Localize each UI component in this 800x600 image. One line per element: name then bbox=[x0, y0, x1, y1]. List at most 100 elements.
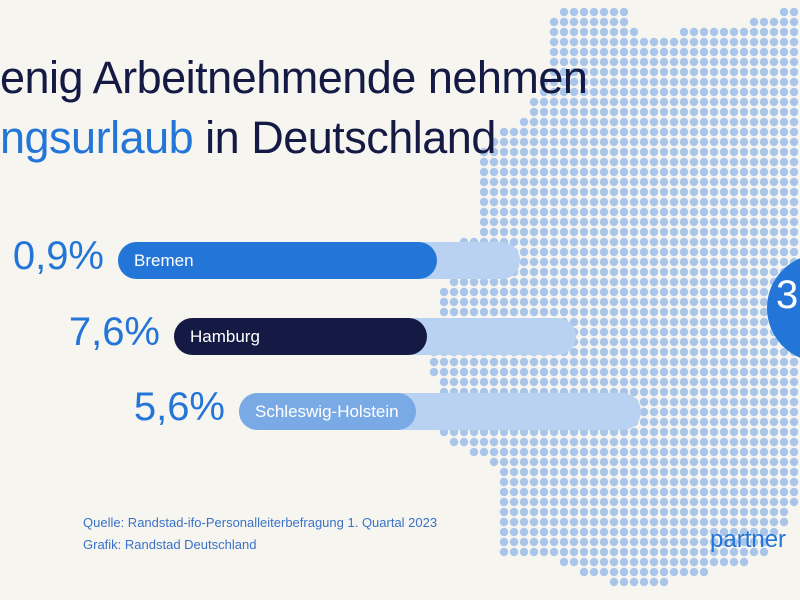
map-dot bbox=[699, 387, 709, 397]
map-dot bbox=[729, 237, 739, 247]
map-dot bbox=[489, 277, 499, 287]
map-dot bbox=[669, 477, 679, 487]
map-dot bbox=[719, 367, 729, 377]
map-dot bbox=[619, 517, 629, 527]
map-dot bbox=[669, 247, 679, 257]
map-dot bbox=[699, 407, 709, 417]
map-dot bbox=[539, 137, 549, 147]
map-dot bbox=[699, 367, 709, 377]
map-dot bbox=[559, 227, 569, 237]
map-dot bbox=[759, 427, 769, 437]
map-dot bbox=[589, 447, 599, 457]
map-dot bbox=[539, 247, 549, 257]
map-dot bbox=[669, 387, 679, 397]
map-dot bbox=[719, 37, 729, 47]
map-dot bbox=[749, 417, 759, 427]
map-dot bbox=[709, 447, 719, 457]
map-dot bbox=[619, 337, 629, 347]
map-dot bbox=[759, 497, 769, 507]
map-dot bbox=[489, 167, 499, 177]
map-dot bbox=[769, 257, 779, 267]
map-dot bbox=[759, 17, 769, 27]
map-dot bbox=[769, 357, 779, 367]
map-dot bbox=[629, 577, 639, 587]
map-dot bbox=[539, 497, 549, 507]
map-dot bbox=[499, 377, 509, 387]
map-dot bbox=[699, 137, 709, 147]
map-dot bbox=[779, 457, 789, 467]
map-dot bbox=[669, 187, 679, 197]
map-dot bbox=[629, 217, 639, 227]
map-dot bbox=[649, 247, 659, 257]
map-dot bbox=[569, 527, 579, 537]
map-dot bbox=[499, 477, 509, 487]
map-dot bbox=[709, 247, 719, 257]
map-dot bbox=[569, 287, 579, 297]
map-dot bbox=[739, 517, 749, 527]
map-dot bbox=[579, 77, 589, 87]
map-dot bbox=[589, 557, 599, 567]
map-dot bbox=[619, 457, 629, 467]
map-dot bbox=[609, 567, 619, 577]
map-dot bbox=[769, 407, 779, 417]
map-dot bbox=[789, 207, 799, 217]
map-dot bbox=[699, 197, 709, 207]
map-dot bbox=[759, 137, 769, 147]
map-dot bbox=[639, 97, 649, 107]
map-dot bbox=[629, 27, 639, 37]
map-dot bbox=[559, 557, 569, 567]
map-dot bbox=[549, 477, 559, 487]
map-dot bbox=[629, 437, 639, 447]
map-dot bbox=[719, 467, 729, 477]
map-dot bbox=[629, 527, 639, 537]
map-dot bbox=[659, 37, 669, 47]
map-dot bbox=[559, 7, 569, 17]
map-dot bbox=[699, 247, 709, 257]
map-dot bbox=[449, 367, 459, 377]
map-dot bbox=[569, 87, 579, 97]
map-dot bbox=[619, 377, 629, 387]
map-dot bbox=[769, 237, 779, 247]
map-dot bbox=[539, 197, 549, 207]
map-dot bbox=[589, 237, 599, 247]
map-dot bbox=[679, 517, 689, 527]
map-dot bbox=[539, 87, 549, 97]
map-dot bbox=[569, 197, 579, 207]
map-dot bbox=[769, 157, 779, 167]
map-dot bbox=[699, 297, 709, 307]
map-dot bbox=[529, 157, 539, 167]
map-dot bbox=[779, 17, 789, 27]
map-dot bbox=[769, 17, 779, 27]
map-dot bbox=[719, 147, 729, 157]
map-dot bbox=[569, 457, 579, 467]
map-dot bbox=[599, 277, 609, 287]
map-dot bbox=[789, 227, 799, 237]
map-dot bbox=[639, 117, 649, 127]
map-dot bbox=[639, 457, 649, 467]
map-dot bbox=[709, 407, 719, 417]
map-dot bbox=[569, 117, 579, 127]
map-dot bbox=[619, 287, 629, 297]
map-dot bbox=[619, 217, 629, 227]
map-dot bbox=[689, 377, 699, 387]
map-dot bbox=[739, 527, 749, 537]
map-dot bbox=[659, 477, 669, 487]
map-dot bbox=[709, 47, 719, 57]
map-dot bbox=[479, 157, 489, 167]
map-dot bbox=[769, 387, 779, 397]
map-dot bbox=[749, 217, 759, 227]
map-dot bbox=[639, 447, 649, 457]
map-dot bbox=[629, 127, 639, 137]
map-dot bbox=[629, 287, 639, 297]
map-dot bbox=[639, 137, 649, 147]
map-dot bbox=[769, 187, 779, 197]
map-dot bbox=[649, 547, 659, 557]
map-dot bbox=[729, 507, 739, 517]
map-dot bbox=[629, 457, 639, 467]
map-dot bbox=[549, 507, 559, 517]
map-dot bbox=[539, 357, 549, 367]
map-dot bbox=[519, 157, 529, 167]
map-dot bbox=[649, 407, 659, 417]
map-dot bbox=[689, 307, 699, 317]
map-dot bbox=[699, 67, 709, 77]
